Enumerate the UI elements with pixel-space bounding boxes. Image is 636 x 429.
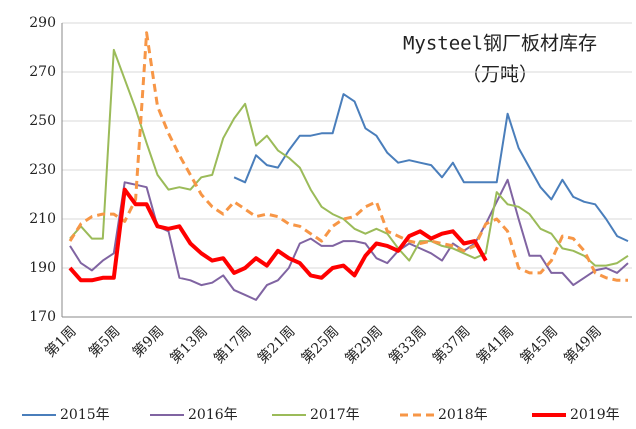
legend-label: 2019年 — [570, 407, 620, 423]
x-tick-label: 第33周 — [385, 323, 429, 367]
legend-label: 2018年 — [438, 407, 488, 423]
y-tick-label: 250 — [29, 113, 56, 129]
chart-title: Mysteel钢厂板材库存 — [403, 33, 597, 55]
x-tick-label: 第9周 — [129, 323, 167, 361]
x-tick-label: 第17周 — [210, 323, 254, 367]
y-tick-label: 290 — [29, 15, 56, 31]
x-tick-label: 第29周 — [342, 323, 386, 367]
legend-label: 2015年 — [60, 407, 110, 423]
series-line — [68, 31, 628, 282]
series-line — [69, 178, 629, 301]
chart-subtitle: （万吨） — [462, 64, 538, 86]
legend-label: 2016年 — [188, 407, 238, 423]
series-line — [233, 93, 629, 243]
x-tick-label: 第5周 — [85, 323, 123, 361]
x-tick-label: 第1周 — [42, 323, 80, 361]
x-tick-label: 第25周 — [298, 323, 342, 367]
y-tick-label: 230 — [29, 162, 56, 178]
series-line — [68, 187, 488, 283]
x-tick-label: 第37周 — [429, 323, 473, 367]
y-tick-label: 170 — [29, 309, 56, 325]
x-tick-label: 第21周 — [254, 323, 298, 367]
y-tick-label: 270 — [29, 64, 56, 80]
x-tick-label: 第41周 — [473, 323, 517, 367]
x-tick-label: 第13周 — [167, 323, 211, 367]
x-tick-label: 第49周 — [560, 323, 604, 367]
y-tick-label: 190 — [29, 260, 56, 276]
y-tick-label: 210 — [29, 211, 56, 227]
legend-label: 2017年 — [310, 407, 360, 423]
x-tick-label: 第45周 — [517, 323, 561, 367]
series-line — [69, 48, 629, 267]
